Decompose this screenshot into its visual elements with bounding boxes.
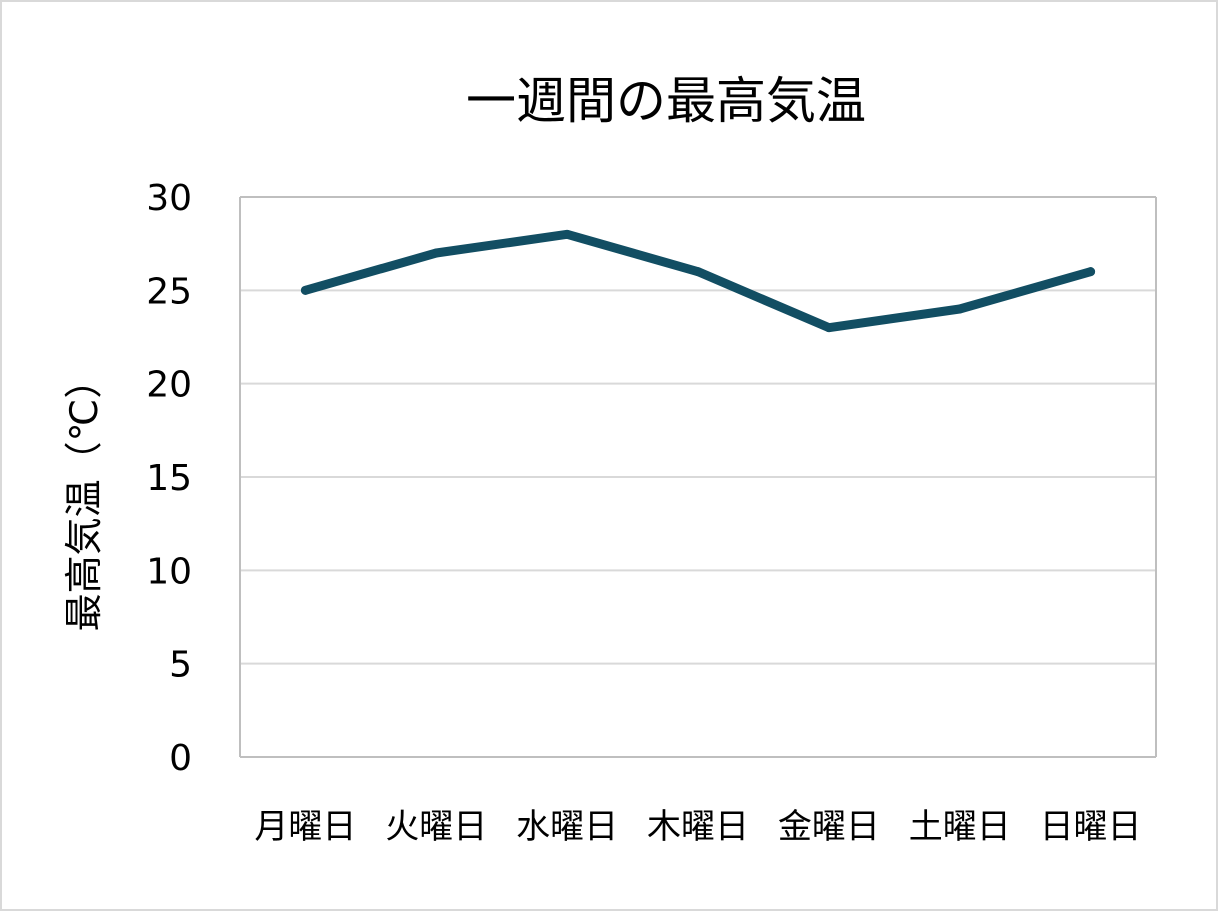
data-point-0-4 <box>824 323 834 333</box>
chart-title: 一週間の最高気温 <box>466 72 866 130</box>
data-point-0-2 <box>562 229 572 239</box>
data-point-0-3 <box>693 267 703 277</box>
x-tick-labels: 月曜日 火曜日 水曜日 木曜日 金曜日 土曜日 日曜日 <box>254 807 1141 847</box>
y-tick-label-10: 10 <box>146 551 192 592</box>
x-tick-label-4: 金曜日 <box>778 807 880 847</box>
x-tick-label-2: 水曜日 <box>516 807 618 847</box>
data-point-0-6 <box>1086 267 1096 277</box>
y-tick-labels: 0 5 10 15 20 25 30 <box>146 178 192 779</box>
y-tick-label-5: 5 <box>169 645 192 686</box>
x-tick-label-1: 火曜日 <box>385 807 487 847</box>
x-tick-label-5: 土曜日 <box>909 807 1011 847</box>
series-group <box>300 229 1096 333</box>
x-tick-label-6: 日曜日 <box>1040 807 1142 847</box>
x-tick-label-0: 月曜日 <box>254 807 356 847</box>
y-tick-label-15: 15 <box>146 458 192 499</box>
y-tick-label-0: 0 <box>169 738 192 779</box>
y-tick-label-25: 25 <box>146 271 192 312</box>
axes <box>239 196 1157 758</box>
y-tick-label-30: 30 <box>146 178 192 219</box>
y-tick-label-20: 20 <box>146 365 192 406</box>
x-tick-label-3: 木曜日 <box>647 807 749 847</box>
data-point-0-1 <box>431 248 441 258</box>
data-point-0-5 <box>955 304 965 314</box>
data-point-0-0 <box>300 285 310 295</box>
series-line-0 <box>300 229 1096 333</box>
